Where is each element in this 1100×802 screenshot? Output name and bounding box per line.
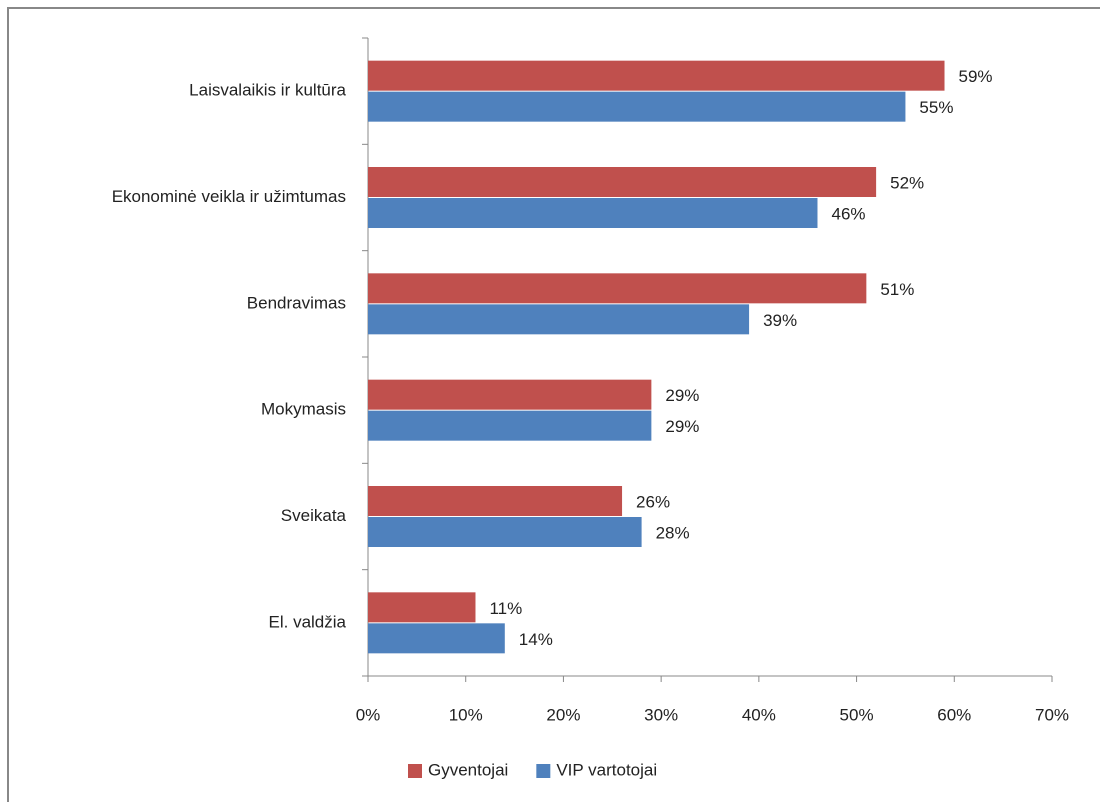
x-tick-label: 50% xyxy=(840,705,874,724)
x-tick-label: 70% xyxy=(1035,705,1069,724)
bar xyxy=(368,410,652,441)
y-tick-label: Laisvalaikis ir kultūra xyxy=(189,81,346,100)
x-tick-label: 0% xyxy=(356,705,381,724)
value-label: 59% xyxy=(959,67,993,86)
chart-frame xyxy=(7,7,1100,802)
bar xyxy=(368,273,867,304)
bar xyxy=(368,623,505,654)
legend-swatch xyxy=(536,764,551,778)
y-tick-label: Sveikata xyxy=(281,506,347,525)
value-label: 51% xyxy=(880,280,914,299)
value-label: 11% xyxy=(489,599,522,618)
bar xyxy=(368,91,906,122)
value-label: 29% xyxy=(665,386,699,405)
value-label: 52% xyxy=(890,173,924,192)
value-label: 55% xyxy=(919,98,953,117)
legend-label: Gyventojai xyxy=(428,760,508,779)
value-label: 29% xyxy=(665,417,699,436)
bar xyxy=(368,167,877,197)
bar xyxy=(368,517,642,547)
bar xyxy=(368,486,623,516)
y-tick-label: El. valdžia xyxy=(269,612,347,631)
value-label: 26% xyxy=(636,492,670,511)
value-label: 28% xyxy=(656,523,690,542)
value-label: 14% xyxy=(519,630,553,649)
legend-swatch xyxy=(408,764,422,778)
x-tick-label: 60% xyxy=(937,705,971,724)
legend-label: VIP vartotojai xyxy=(556,760,657,779)
x-tick-label: 10% xyxy=(449,705,483,724)
x-tick-label: 40% xyxy=(742,705,776,724)
bar xyxy=(368,379,652,410)
bar xyxy=(368,592,476,623)
bar xyxy=(368,60,945,91)
y-tick-label: Ekonominė veikla ir užimtumas xyxy=(112,187,346,206)
y-tick-label: Bendravimas xyxy=(247,293,346,312)
y-tick-label: Mokymasis xyxy=(261,400,346,419)
bar xyxy=(368,198,818,228)
value-label: 46% xyxy=(831,204,865,223)
value-label: 39% xyxy=(763,311,797,330)
bar xyxy=(368,304,750,335)
x-tick-label: 20% xyxy=(546,705,580,724)
x-tick-label: 30% xyxy=(644,705,678,724)
